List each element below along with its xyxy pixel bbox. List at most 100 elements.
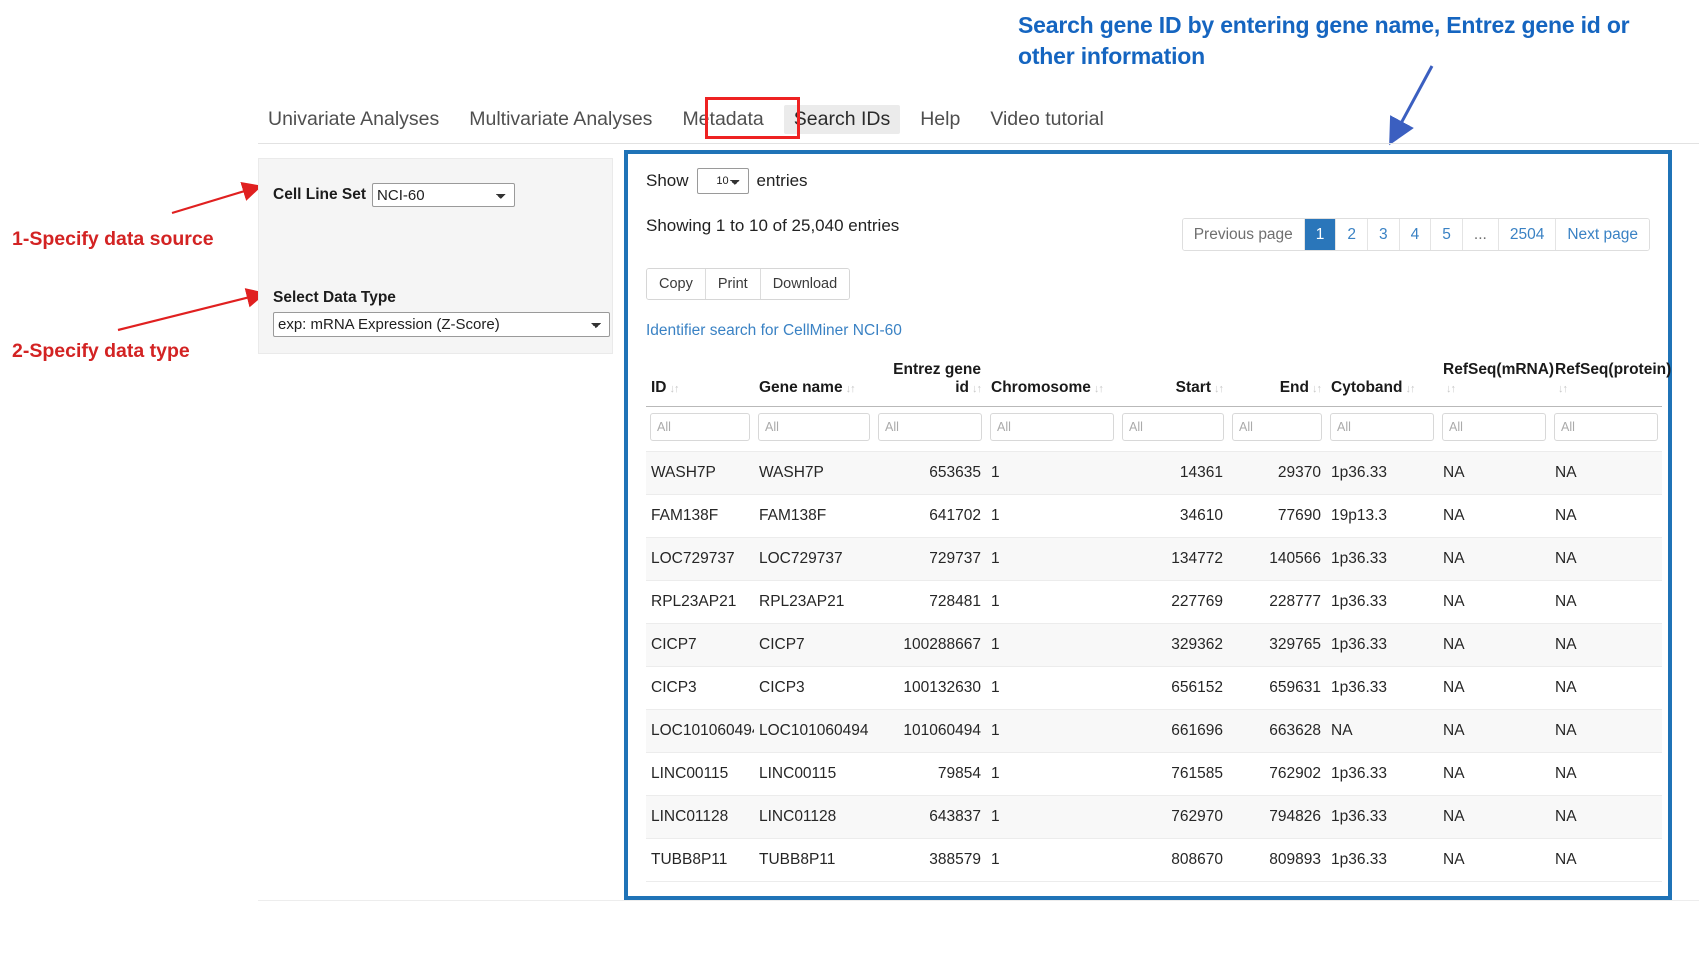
data-type-select[interactable]: exp: mRNA Expression (Z-Score): [273, 312, 610, 337]
nav-item-video-tutorial[interactable]: Video tutorial: [990, 108, 1104, 130]
cell-cytoband: 1p36.33: [1326, 537, 1438, 581]
cell-id: FAM138F: [646, 494, 754, 538]
filter-input-refseq-mrna[interactable]: [1442, 413, 1546, 441]
cell-entrez-gene-id: 643837: [874, 795, 986, 839]
filter-input-id[interactable]: [650, 413, 750, 441]
pagination-ellipsis: ...: [1462, 219, 1499, 251]
cell-start: 34610: [1118, 494, 1228, 538]
cell-line-set-select[interactable]: NCI-60: [372, 183, 516, 207]
entries-label: entries: [756, 171, 808, 190]
pagination-page-3[interactable]: 3: [1368, 219, 1400, 251]
filter-input-start[interactable]: [1122, 413, 1224, 441]
sort-icon[interactable]: ↓↑: [1312, 383, 1322, 395]
column-header-refseq-protein[interactable]: RefSeq(protein) ↓↑: [1550, 358, 1671, 407]
filter-input-end[interactable]: [1232, 413, 1322, 441]
showing-entries-info: Showing 1 to 10 of 25,040 entries: [646, 216, 900, 235]
cell-gene-name: WASH7P: [754, 451, 874, 495]
column-header-cytoband-label: Cytoband: [1331, 379, 1403, 396]
column-header-id[interactable]: ID ↓↑: [646, 358, 754, 407]
cell-chromosome: 1: [986, 580, 1118, 624]
column-header-chromosome-label: Chromosome: [991, 379, 1091, 396]
column-header-end[interactable]: End ↓↑: [1228, 358, 1326, 407]
print-button[interactable]: Print: [705, 269, 761, 299]
column-header-start[interactable]: Start ↓↑: [1118, 358, 1228, 407]
table-row: CICP3 CICP3 100132630 1 656152 659631 1p36.33 N…: [646, 666, 1662, 710]
cell-refseq-mrna: NA: [1438, 580, 1550, 624]
cell-refseq-protein: NA: [1550, 623, 1662, 667]
nav-item-search-ids[interactable]: Search IDs: [783, 105, 901, 134]
table-caption-link[interactable]: Identifier search for CellMiner NCI-60: [646, 322, 902, 339]
cell-id: TUBB8P11: [646, 838, 754, 882]
cell-entrez-gene-id: 653635: [874, 451, 986, 495]
column-header-cytoband[interactable]: Cytoband ↓↑: [1326, 358, 1438, 407]
table-header-row: ID ↓↑ Gene name ↓↑ Entrez gene id ↓↑ Chromo…: [646, 358, 1671, 407]
filter-cell-entrez-gene-id: [874, 406, 986, 452]
pagination-page-4[interactable]: 4: [1399, 219, 1432, 251]
table-row: LOC101060494 LOC101060494 101060494 1 661696…: [646, 709, 1662, 753]
cell-id: LINC01128: [646, 795, 754, 839]
cell-refseq-mrna: NA: [1438, 451, 1550, 495]
sort-icon[interactable]: ↓↑: [845, 383, 856, 395]
sort-icon[interactable]: ↓↑: [1558, 383, 1568, 395]
cell-end: 140566: [1228, 537, 1326, 581]
show-label: Show: [646, 171, 689, 190]
column-header-end-label: End: [1279, 379, 1309, 396]
cell-gene-name: LINC00115: [754, 752, 874, 796]
filter-input-chromosome[interactable]: [990, 413, 1114, 441]
cell-refseq-mrna: NA: [1438, 494, 1550, 538]
sort-icon[interactable]: ↓↑: [1446, 383, 1456, 395]
cell-entrez-gene-id: 101060494: [874, 709, 986, 753]
nav-item-multivariate-analyses[interactable]: Multivariate Analyses: [469, 108, 653, 130]
cell-start: 14361: [1118, 451, 1228, 495]
cell-line-set-field: Cell Line Set NCI-60: [273, 183, 598, 207]
cell-chromosome: 1: [986, 666, 1118, 710]
cell-start: 762970: [1118, 795, 1228, 839]
page-length-select[interactable]: 10: [696, 168, 749, 194]
pagination-page-2[interactable]: 2: [1336, 219, 1369, 251]
filter-input-gene-name[interactable]: [758, 413, 870, 441]
nav-item-help[interactable]: Help: [920, 108, 961, 130]
pagination-page-5[interactable]: 5: [1431, 219, 1463, 251]
pagination[interactable]: Previous page 1 2 3 4 5 ... 2504 Next pa…: [1181, 218, 1650, 252]
cell-cytoband: NA: [1326, 709, 1438, 753]
copy-button[interactable]: Copy: [647, 269, 706, 299]
filter-input-refseq-protein[interactable]: [1554, 413, 1658, 441]
column-header-id-label: ID: [651, 379, 667, 396]
show-entries-control: Show 10 entries: [646, 168, 1650, 194]
cell-end: 659631: [1228, 666, 1326, 710]
cell-end: 794826: [1228, 795, 1326, 839]
cell-refseq-mrna: NA: [1438, 752, 1550, 796]
sort-icon[interactable]: ↓↑: [669, 383, 680, 395]
sort-icon[interactable]: ↓↑: [972, 383, 982, 395]
table-row: CICP7 CICP7 100288667 1 329362 329765 1p36.33 N…: [646, 623, 1662, 667]
sort-icon[interactable]: ↓↑: [1093, 383, 1104, 395]
pagination-page-last[interactable]: 2504: [1498, 219, 1557, 251]
table-export-buttons[interactable]: Copy Print Download: [646, 268, 851, 300]
table-row: RPL23AP21 RPL23AP21 728481 1 227769 228777 1p3…: [646, 580, 1662, 624]
cell-chromosome: 1: [986, 623, 1118, 667]
pagination-next[interactable]: Next page: [1556, 219, 1649, 251]
pagination-previous[interactable]: Previous page: [1182, 219, 1305, 251]
download-button[interactable]: Download: [760, 269, 850, 299]
filter-input-cytoband[interactable]: [1330, 413, 1434, 441]
cell-id: LINC00115: [646, 752, 754, 796]
filter-input-entrez-gene-id[interactable]: [878, 413, 982, 441]
cell-refseq-protein: NA: [1550, 752, 1662, 796]
pagination-page-1[interactable]: 1: [1304, 219, 1337, 251]
column-header-chromosome[interactable]: Chromosome ↓↑: [986, 358, 1118, 407]
nav-item-metadata[interactable]: Metadata: [682, 108, 764, 130]
main-navigation[interactable]: Univariate Analyses Multivariate Analyse…: [258, 96, 1699, 144]
table-row: LINC01128 LINC01128 643837 1 762970 794826 1p3…: [646, 795, 1662, 839]
column-header-gene-name[interactable]: Gene name ↓↑: [754, 358, 874, 407]
cell-cytoband: 19p13.3: [1326, 494, 1438, 538]
column-header-entrez-gene-id[interactable]: Entrez gene id ↓↑: [874, 358, 986, 407]
cell-entrez-gene-id: 79854: [874, 752, 986, 796]
cell-entrez-gene-id: 100132630: [874, 666, 986, 710]
sort-icon[interactable]: ↓↑: [1214, 383, 1224, 395]
cell-refseq-mrna: NA: [1438, 795, 1550, 839]
sort-icon[interactable]: ↓↑: [1405, 383, 1415, 395]
column-header-refseq-mrna[interactable]: RefSeq(mRNA) ↓↑: [1438, 358, 1554, 407]
nav-item-univariate-analyses[interactable]: Univariate Analyses: [268, 108, 440, 130]
cell-start: 656152: [1118, 666, 1228, 710]
annotation-specify-data-source: 1-Specify data source: [12, 228, 214, 250]
